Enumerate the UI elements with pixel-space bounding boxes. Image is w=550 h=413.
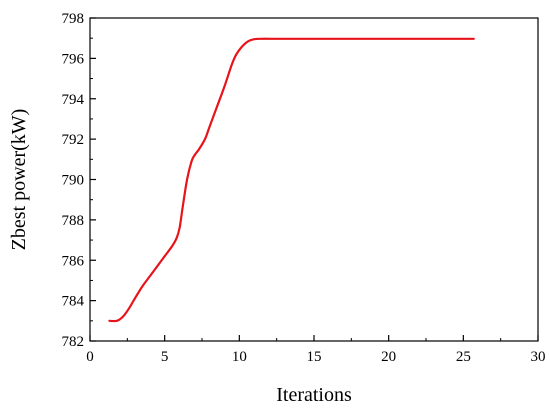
- y-tick-label: 790: [62, 173, 85, 189]
- y-axis-label: Zbest power(kW): [8, 109, 30, 251]
- plot-frame: [89, 17, 539, 342]
- y-tick-label: 792: [62, 132, 85, 148]
- x-axis-label: Iterations: [276, 384, 352, 406]
- x-axis-ticks: 0 5 10 15 20 25 30: [86, 335, 546, 365]
- x-tick-label: 25: [456, 349, 471, 365]
- y-tick-label: 798: [62, 11, 85, 27]
- y-tick-label: 796: [62, 51, 85, 67]
- x-tick-label: 10: [232, 349, 247, 365]
- y-tick-label: 784: [62, 294, 85, 310]
- x-tick-label: 15: [307, 349, 322, 365]
- x-tick-label: 30: [531, 349, 546, 365]
- y-tick-label: 788: [62, 213, 85, 229]
- y-tick-label: 782: [62, 334, 85, 350]
- y-tick-label: 786: [62, 253, 85, 269]
- y-tick-label: 794: [62, 92, 85, 108]
- y-axis-ticks: 782 784 786 788 790 792 794 796 798: [62, 11, 96, 350]
- x-tick-label: 0: [86, 349, 94, 365]
- series-line: [108, 37, 475, 323]
- x-tick-label: 5: [161, 349, 169, 365]
- series-layer: [108, 37, 475, 323]
- x-tick-label: 20: [381, 349, 396, 365]
